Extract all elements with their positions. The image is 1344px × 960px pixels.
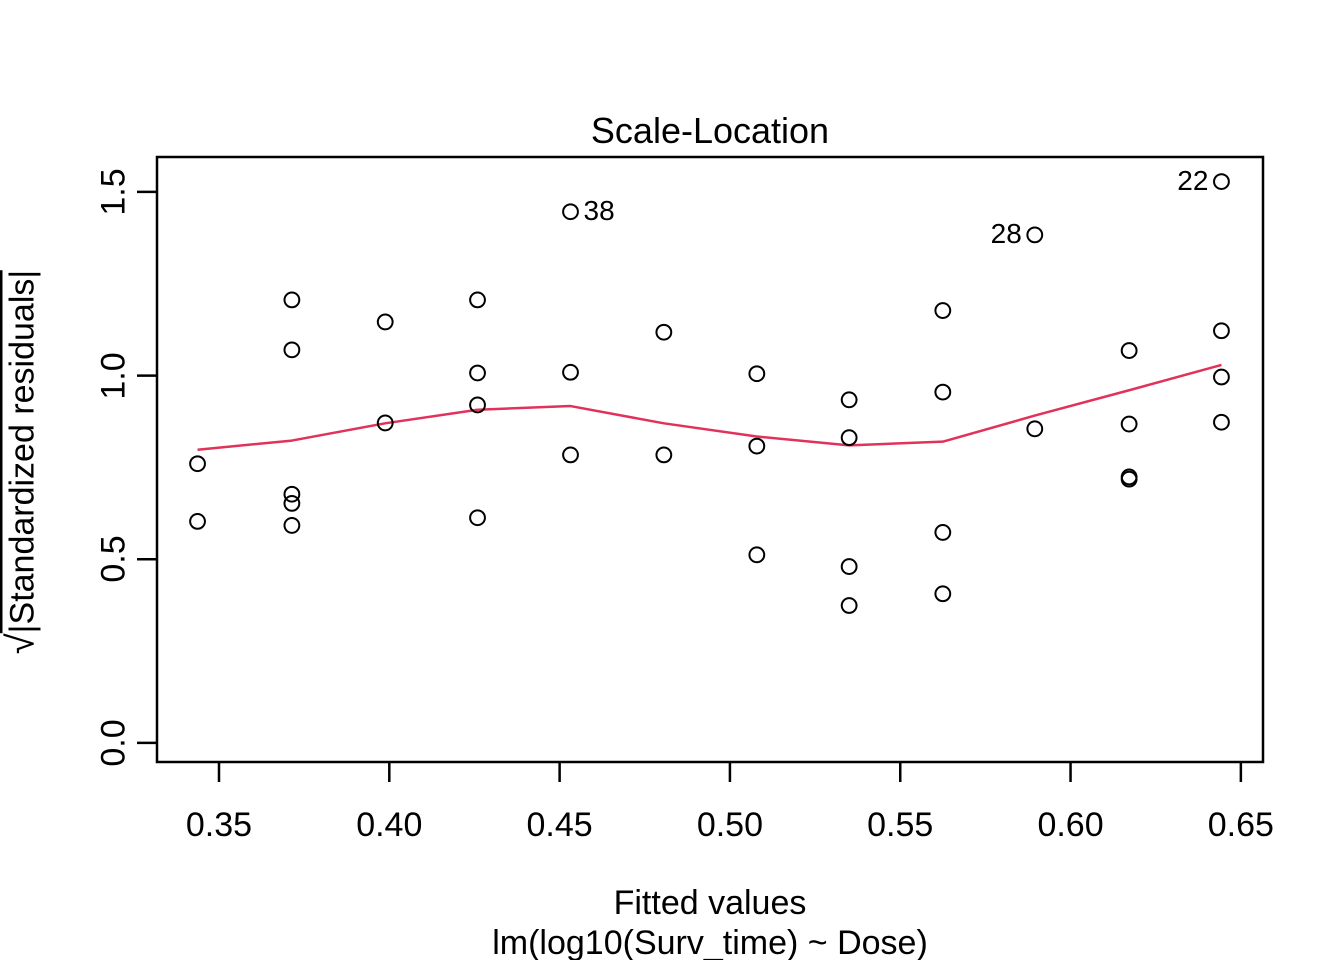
data-point — [840, 597, 858, 614]
y-tick-label: 0.0 — [94, 719, 133, 767]
data-point — [469, 364, 486, 382]
data-point — [469, 396, 486, 414]
data-point — [562, 363, 579, 381]
data-point — [840, 391, 858, 409]
data-point — [283, 517, 301, 534]
x-tick-label: 0.60 — [1037, 806, 1104, 844]
data-point — [840, 558, 858, 575]
point-id-label: 38 — [583, 194, 615, 226]
y-axis-label-text: |Standardized residuals| — [0, 269, 42, 634]
x-tick-label: 0.40 — [356, 806, 423, 844]
data-point — [840, 429, 858, 447]
data-point — [1213, 413, 1230, 431]
data-point — [934, 524, 952, 541]
data-point — [1026, 226, 1044, 244]
data-point — [376, 414, 394, 432]
data-point — [934, 302, 952, 319]
data-point — [562, 446, 579, 464]
data-point — [1120, 342, 1138, 359]
data-point — [283, 494, 301, 512]
data-point — [655, 323, 673, 341]
x-tick-label: 0.55 — [867, 806, 934, 844]
data-point — [189, 455, 206, 473]
data-point — [655, 446, 673, 464]
point-id-label: 22 — [1177, 164, 1209, 196]
x-axis-label: Fitted values — [613, 884, 807, 922]
y-tick-label: 1.0 — [94, 351, 133, 400]
data-point — [283, 341, 301, 359]
data-point — [748, 365, 766, 383]
y-tick-label: 0.5 — [94, 535, 133, 583]
x-tick-label: 0.45 — [526, 806, 593, 844]
x-axis-model-sublabel: lm(log10(Surv_time) ~ Dose) — [492, 924, 928, 960]
data-point — [1213, 173, 1230, 191]
data-point — [1026, 420, 1044, 438]
data-point — [562, 203, 579, 221]
data-point — [934, 585, 952, 603]
data-point — [748, 437, 766, 455]
sqrt-radical-symbol: √ — [0, 633, 43, 655]
smooth-line — [197, 363, 1222, 452]
point-id-label: 28 — [990, 217, 1022, 249]
data-point — [283, 291, 301, 309]
data-point — [748, 546, 766, 564]
data-point — [934, 383, 952, 401]
chart-title: Scale-Location — [590, 110, 830, 151]
data-point — [1120, 470, 1138, 488]
data-point — [469, 509, 486, 527]
plot-box — [155, 155, 1265, 764]
data-point — [1120, 415, 1138, 433]
data-point — [189, 512, 206, 530]
x-tick-label: 0.35 — [185, 806, 253, 844]
x-tick-label: 0.65 — [1207, 806, 1274, 844]
data-point — [283, 485, 301, 503]
data-point — [376, 313, 394, 331]
data-point — [1213, 322, 1230, 340]
y-tick-label: 1.5 — [94, 168, 133, 216]
data-point — [1213, 368, 1230, 386]
x-tick-label: 0.50 — [696, 806, 764, 844]
data-point — [469, 291, 486, 309]
y-axis-label: √|Standardized residuals| — [0, 269, 44, 655]
